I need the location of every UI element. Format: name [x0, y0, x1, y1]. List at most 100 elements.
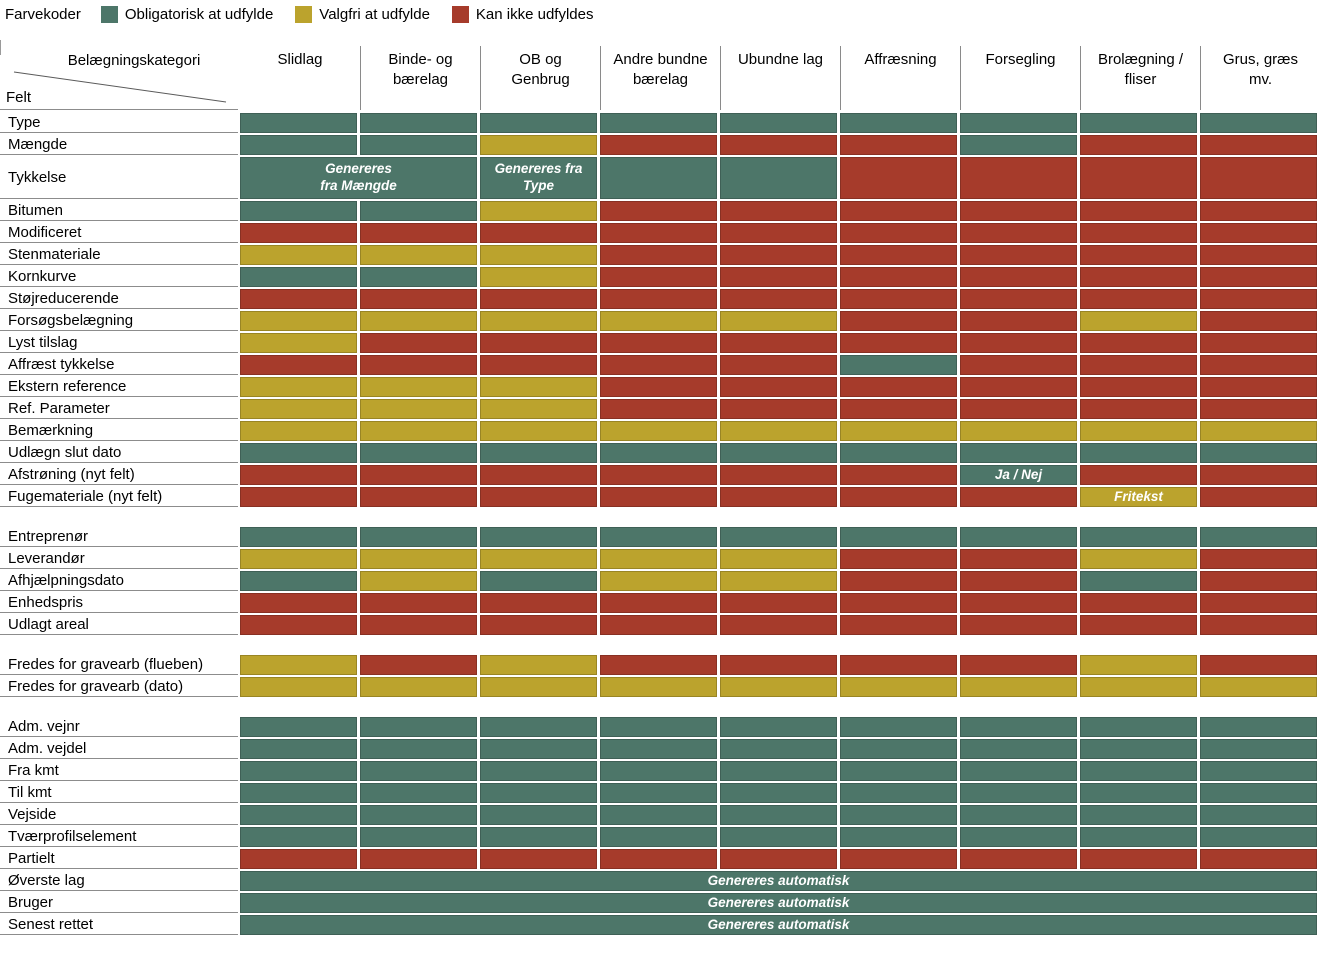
matrix-cell-optional — [600, 677, 717, 697]
matrix-cell-blocked — [840, 487, 957, 507]
matrix-row: Afhjælpningsdato — [0, 571, 1320, 591]
matrix-cell-mandatory — [480, 739, 597, 759]
matrix-cell-blocked — [960, 157, 1077, 199]
matrix-cell-blocked — [480, 593, 597, 613]
matrix-cell-mandatory — [960, 717, 1077, 737]
matrix-cell-blocked — [1200, 849, 1317, 869]
matrix-cell-optional — [360, 421, 477, 441]
row-label: Forsøgsbelægning — [0, 311, 238, 331]
matrix-cell-mandatory — [1080, 805, 1197, 825]
matrix-cell-mandatory — [480, 761, 597, 781]
row-label: Mængde — [0, 135, 238, 155]
row-label: Partielt — [0, 849, 238, 869]
matrix-cell-mandatory — [840, 527, 957, 547]
matrix-cell-mandatory — [960, 527, 1077, 547]
matrix-cell-optional — [1080, 421, 1197, 441]
matrix-cell-optional — [240, 399, 357, 419]
matrix-cell-optional — [240, 655, 357, 675]
matrix-row: Fugemateriale (nyt felt) Fritekst — [0, 487, 1320, 507]
matrix-cell-mandatory — [600, 739, 717, 759]
matrix-cell-blocked — [240, 355, 357, 375]
matrix-row: Bemærkning — [0, 421, 1320, 441]
row-label: Type — [0, 113, 238, 133]
matrix-cell-blocked — [840, 223, 957, 243]
matrix-cell-blocked — [960, 655, 1077, 675]
row-label: Senest rettet — [0, 915, 238, 935]
matrix-cell-mandatory — [1200, 783, 1317, 803]
row-cells — [238, 717, 1320, 737]
row-label: Bruger — [0, 893, 238, 913]
matrix-cell-optional — [1080, 549, 1197, 569]
matrix-cell-blocked — [1080, 223, 1197, 243]
matrix-cell-mandatory — [360, 761, 477, 781]
matrix-cell-blocked — [840, 655, 957, 675]
matrix-cell-blocked — [840, 311, 957, 331]
row-cells: Genereres fra Mængde Genereres fra Type — [238, 157, 1320, 199]
row-label: Vejside — [0, 805, 238, 825]
matrix-cell-mandatory — [840, 783, 957, 803]
matrix-cell-mandatory — [960, 783, 1077, 803]
row-label: Til kmt — [0, 783, 238, 803]
matrix-cell-optional — [480, 245, 597, 265]
matrix-cell-blocked — [960, 223, 1077, 243]
matrix-cell-mandatory — [1200, 527, 1317, 547]
matrix-row: Kornkurve — [0, 267, 1320, 287]
optional-color-swatch-icon — [295, 6, 313, 23]
matrix-cell-blocked — [1200, 289, 1317, 309]
matrix-cell-optional — [240, 311, 357, 331]
matrix-cell-mandatory — [240, 571, 357, 591]
matrix-cell-optional — [480, 399, 597, 419]
matrix-cell-mandatory: Genereres automatisk — [240, 915, 1317, 935]
row-cells — [238, 223, 1320, 243]
matrix-row: Øverste lag Genereres automatisk — [0, 871, 1320, 891]
matrix-cell-mandatory — [600, 157, 717, 199]
matrix-cell-optional — [1080, 311, 1197, 331]
matrix-cell-blocked — [1080, 593, 1197, 613]
matrix-cell-blocked — [720, 615, 837, 635]
matrix-cell-optional — [720, 571, 837, 591]
matrix-cell-optional — [600, 311, 717, 331]
matrix-cell-mandatory — [480, 443, 597, 463]
matrix-row: Afstrøning (nyt felt) Ja / Nej — [0, 465, 1320, 485]
matrix-cell-blocked — [960, 615, 1077, 635]
row-label: Tværprofilselement — [0, 827, 238, 847]
legend-item-optional: Valgfri at udfylde — [295, 6, 430, 23]
matrix-cell-blocked — [720, 593, 837, 613]
matrix-cell-blocked — [1200, 399, 1317, 419]
matrix-cell-optional — [1080, 655, 1197, 675]
matrix-cell-blocked — [600, 377, 717, 397]
matrix-cell-mandatory — [840, 805, 957, 825]
matrix-cell-blocked — [600, 135, 717, 155]
row-cells — [238, 761, 1320, 781]
matrix-cell-mandatory — [720, 739, 837, 759]
matrix-cell-blocked — [1200, 465, 1317, 485]
matrix-cell-blocked — [360, 615, 477, 635]
matrix-cell-blocked — [1200, 655, 1317, 675]
row-cells — [238, 421, 1320, 441]
matrix-cell-blocked — [360, 487, 477, 507]
matrix-cell-blocked — [720, 655, 837, 675]
legend-item-mandatory: Obligatorisk at udfylde — [100, 6, 273, 23]
matrix-cell-blocked — [600, 355, 717, 375]
row-cells — [238, 677, 1320, 697]
matrix-cell-optional — [360, 245, 477, 265]
matrix-cell-mandatory — [480, 805, 597, 825]
blocked-color-swatch-icon — [451, 6, 469, 23]
matrix-row: Ekstern reference — [0, 377, 1320, 397]
matrix-row: Fredes for gravearb (flueben) — [0, 655, 1320, 675]
matrix-cell-mandatory — [1080, 827, 1197, 847]
matrix-cell-optional — [1080, 677, 1197, 697]
matrix-cell-mandatory — [720, 527, 837, 547]
matrix-cell-blocked — [960, 201, 1077, 221]
matrix-row: Vejside — [0, 805, 1320, 825]
field-category-matrix: Belægningskategori Felt Slidlag Binde- og… — [0, 46, 1320, 955]
matrix-cell-blocked — [720, 465, 837, 485]
row-cells: Genereres automatisk — [238, 893, 1320, 913]
row-cells: Fritekst — [238, 487, 1320, 507]
row-label: Tykkelse — [0, 157, 238, 199]
matrix-cell-optional — [480, 549, 597, 569]
matrix-cell-blocked — [1200, 333, 1317, 353]
matrix-cell-optional — [240, 333, 357, 353]
row-label: Entreprenør — [0, 527, 238, 547]
